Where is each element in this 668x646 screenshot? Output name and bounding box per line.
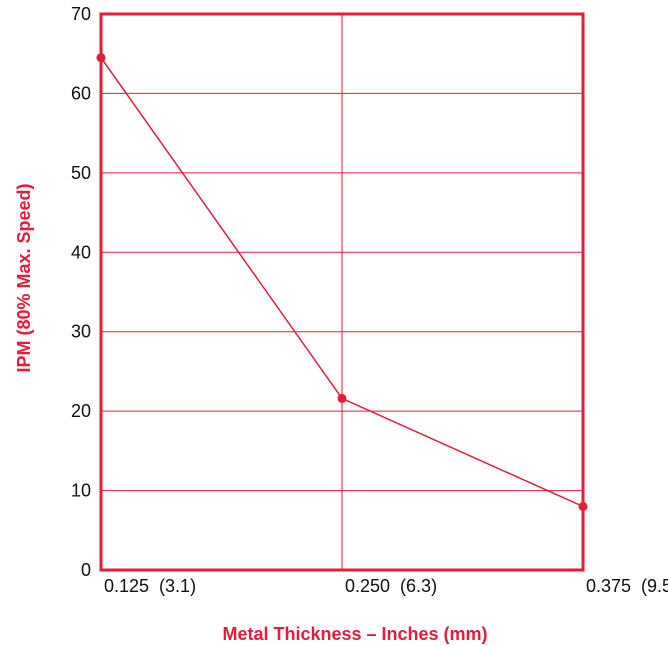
y-tick-label: 70 [71, 4, 91, 24]
x-tick-labels: 0.125 (3.1) 0.250 (6.3) 0.375 (9.5) [104, 576, 668, 596]
plot-frame [99, 12, 585, 572]
data-point [578, 501, 588, 511]
data-points [96, 53, 588, 511]
y-tick-label: 30 [71, 322, 91, 342]
y-axis-title: IPM (80% Max. Speed) [14, 183, 34, 372]
y-tick-label: 0 [81, 560, 91, 580]
y-tick-labels: 0 10 20 30 40 50 60 70 [71, 4, 91, 580]
y-tick-label: 40 [71, 242, 91, 262]
grid-lines [101, 14, 583, 570]
x-tick-label: 0.250 (6.3) [345, 576, 437, 596]
y-tick-label: 60 [71, 83, 91, 103]
x-tick-label: 0.125 (3.1) [104, 576, 196, 596]
x-axis-title: Metal Thickness – Inches (mm) [222, 624, 487, 644]
y-tick-label: 20 [71, 401, 91, 421]
data-point [337, 393, 347, 403]
data-point [96, 53, 106, 63]
y-tick-label: 10 [71, 481, 91, 501]
y-tick-label: 50 [71, 163, 91, 183]
x-tick-label: 0.375 (9.5) [586, 576, 668, 596]
